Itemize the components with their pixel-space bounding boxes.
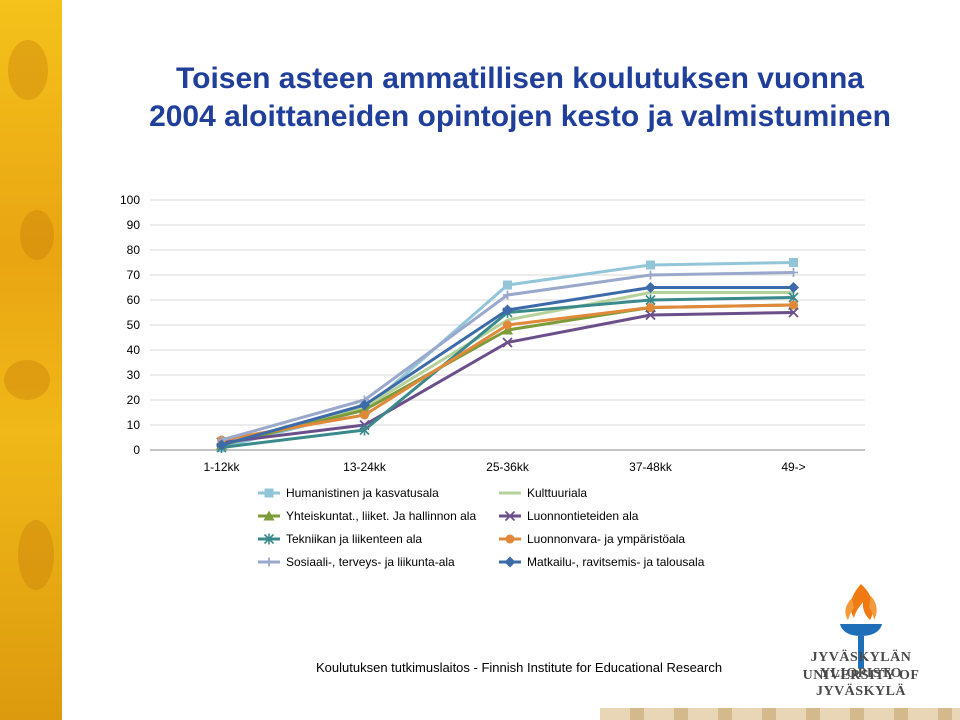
- y-tick-label: 80: [127, 243, 141, 257]
- data-point: [789, 268, 798, 277]
- x-tick-label: 1-12kk: [203, 460, 240, 474]
- legend-entry: Humanistinen ja kasvatusala: [258, 486, 439, 500]
- series-2: [221, 291, 794, 447]
- legend-marker: [264, 488, 274, 498]
- y-tick-label: 90: [127, 218, 141, 232]
- x-tick-label: 37-48kk: [629, 460, 673, 474]
- legend-entry: Sosiaali-, terveys- ja liikunta-ala: [258, 555, 455, 569]
- chart-series: [216, 258, 799, 453]
- data-point: [503, 290, 512, 300]
- data-point: [502, 337, 513, 348]
- data-point: [502, 304, 513, 316]
- y-tick-label: 100: [120, 193, 140, 207]
- series-5: [216, 292, 799, 453]
- y-tick-label: 60: [127, 293, 141, 307]
- chart-grid: [150, 199, 865, 426]
- y-tick-label: 0: [133, 443, 140, 457]
- university-name-fi: JYVÄSKYLÄN YLIOPISTO: [810, 650, 912, 681]
- legend-label: Sosiaali-, terveys- ja liikunta-ala: [286, 555, 455, 569]
- flame-torch-icon: [840, 584, 882, 668]
- x-tick-label: 49->: [781, 460, 805, 474]
- legend-entry: Matkailu-, ravitsemis- ja talousala: [499, 555, 705, 569]
- data-point: [789, 300, 798, 310]
- legend-marker: [264, 557, 274, 567]
- decorative-bottom-bar: [600, 708, 960, 720]
- data-point: [216, 439, 227, 451]
- y-tick-label: 30: [127, 368, 141, 382]
- data-point: [503, 280, 512, 290]
- y-tick-label: 50: [127, 318, 141, 332]
- legend-entry: Tekniikan ja liikenteen ala: [258, 532, 422, 546]
- y-tick-label: 70: [127, 268, 141, 282]
- data-point: [645, 282, 656, 293]
- data-point: [788, 282, 799, 293]
- legend-marker: [263, 533, 275, 545]
- legend-label: Humanistinen ja kasvatusala: [286, 486, 439, 500]
- data-point: [646, 303, 655, 312]
- data-point: [503, 320, 512, 330]
- data-point: [359, 399, 370, 411]
- y-tick-label: 40: [127, 343, 141, 357]
- x-tick-label: 13-24kk: [343, 460, 387, 474]
- legend-label: Kulttuuriala: [527, 486, 587, 500]
- legend-entry: Yhteiskuntat., liiket. Ja hallinnon ala: [258, 509, 476, 523]
- data-point: [646, 260, 655, 270]
- data-point: [359, 424, 370, 436]
- chart-axes: 0 10 20 30 40 50 60 70 80 90 100 1-12kk 13-24kk 25-36…: [120, 193, 865, 474]
- data-point: [360, 410, 369, 420]
- legend-entry: Kulttuuriala: [499, 486, 587, 500]
- decorative-side-strip: [0, 0, 62, 720]
- data-point: [646, 270, 655, 280]
- legend-entry: Luonnontieteiden ala: [499, 509, 639, 523]
- legend-label: Yhteiskuntat., liiket. Ja hallinnon ala: [286, 509, 476, 523]
- data-point: [645, 309, 656, 321]
- chart-legend: Humanistinen ja kasvatusala Kulttuuriala Y…: [258, 486, 705, 569]
- legend-label: Matkailu-, ravitsemis- ja talousala: [527, 555, 705, 569]
- legend-marker: [504, 510, 516, 522]
- legend-label: Luonnonvara- ja ympäristöala: [527, 532, 685, 546]
- y-tick-label: 10: [127, 418, 141, 432]
- legend-label: Luonnontieteiden ala: [527, 509, 639, 523]
- title-line-2: 2004 aloittaneiden opintojen kesto ja va…: [149, 100, 891, 133]
- series-line: [221, 291, 794, 447]
- page-title: Toisen asteen ammatillisen koulutuksen v…: [100, 60, 940, 136]
- series-8: [216, 282, 799, 451]
- y-tick-label: 20: [127, 393, 141, 407]
- x-tick-label: 25-36kk: [486, 460, 530, 474]
- legend-marker: [263, 510, 275, 521]
- data-point: [789, 258, 798, 267]
- university-name-en: UNIVERSITY OF JYVÄSKYLÄ: [802, 668, 920, 699]
- title-line-1: Toisen asteen ammatillisen koulutuksen v…: [176, 62, 864, 95]
- data-point: [788, 307, 799, 318]
- footer-institute: Koulutuksen tutkimuslaitos - Finnish Ins…: [316, 660, 723, 675]
- legend-marker: [505, 534, 515, 544]
- legend-marker: [504, 556, 516, 568]
- legend-entry: Luonnonvara- ja ympäristöala: [499, 532, 685, 546]
- legend-label: Tekniikan ja liikenteen ala: [286, 532, 422, 546]
- series-7: [217, 268, 798, 445]
